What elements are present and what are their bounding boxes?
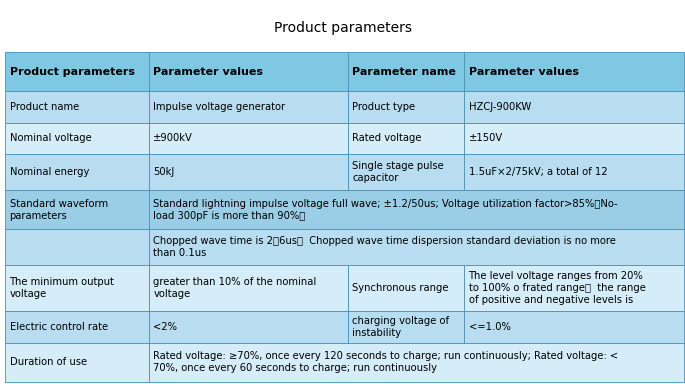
- Text: Product parameters: Product parameters: [10, 66, 134, 76]
- Text: ±900kV: ±900kV: [153, 133, 193, 143]
- Text: Single stage pulse
capacitor: Single stage pulse capacitor: [352, 161, 444, 183]
- Text: greater than 10% of the nominal
voltage: greater than 10% of the nominal voltage: [153, 277, 316, 300]
- Text: ±150V: ±150V: [469, 133, 503, 143]
- Bar: [348, 91, 464, 122]
- Text: Parameter values: Parameter values: [153, 66, 264, 76]
- Text: Synchronous range: Synchronous range: [352, 283, 449, 293]
- Bar: [464, 122, 684, 154]
- Text: Impulse voltage generator: Impulse voltage generator: [153, 102, 286, 112]
- Bar: [464, 91, 684, 122]
- Text: Parameter values: Parameter values: [469, 66, 579, 76]
- Bar: [149, 52, 348, 91]
- Text: 1.5uF×2/75kV; a total of 12: 1.5uF×2/75kV; a total of 12: [469, 167, 607, 177]
- Bar: [149, 91, 348, 122]
- Bar: [464, 311, 684, 343]
- Text: Electric control rate: Electric control rate: [10, 322, 108, 332]
- Bar: [464, 154, 684, 190]
- Bar: [149, 229, 684, 265]
- Text: Nominal energy: Nominal energy: [10, 167, 89, 177]
- Text: Product name: Product name: [10, 102, 79, 112]
- Bar: [149, 190, 684, 229]
- Text: Chopped wave time is 2～6us；  Chopped wave time dispersion standard deviation is : Chopped wave time is 2～6us； Chopped wave…: [153, 236, 616, 258]
- Bar: [5, 229, 149, 265]
- Text: Rated voltage: Rated voltage: [352, 133, 421, 143]
- Bar: [149, 122, 348, 154]
- Bar: [5, 91, 149, 122]
- Text: Product parameters: Product parameters: [273, 21, 412, 35]
- Bar: [348, 311, 464, 343]
- Bar: [5, 343, 149, 382]
- Text: HZCJ-900KW: HZCJ-900KW: [469, 102, 531, 112]
- Text: Nominal voltage: Nominal voltage: [10, 133, 91, 143]
- Text: Standard lightning impulse voltage full wave; ±1.2/50us; Voltage utilization fac: Standard lightning impulse voltage full …: [153, 199, 618, 221]
- Text: Standard waveform
parameters: Standard waveform parameters: [10, 199, 108, 221]
- Text: <=1.0%: <=1.0%: [469, 322, 510, 332]
- Bar: [464, 265, 684, 311]
- Text: Product type: Product type: [352, 102, 415, 112]
- Bar: [5, 52, 149, 91]
- Bar: [5, 190, 149, 229]
- Bar: [5, 122, 149, 154]
- Bar: [149, 265, 348, 311]
- Text: charging voltage of
instability: charging voltage of instability: [352, 316, 449, 338]
- Bar: [348, 52, 464, 91]
- Bar: [149, 154, 348, 190]
- Text: <2%: <2%: [153, 322, 177, 332]
- Bar: [5, 265, 149, 311]
- Bar: [149, 343, 684, 382]
- Text: Parameter name: Parameter name: [352, 66, 456, 76]
- Bar: [5, 311, 149, 343]
- Text: Duration of use: Duration of use: [10, 358, 87, 367]
- Text: Rated voltage: ≥70%, once every 120 seconds to charge; run continuously; Rated v: Rated voltage: ≥70%, once every 120 seco…: [153, 351, 619, 373]
- Bar: [149, 311, 348, 343]
- Bar: [348, 122, 464, 154]
- Bar: [348, 154, 464, 190]
- Bar: [348, 265, 464, 311]
- Bar: [464, 52, 684, 91]
- Bar: [5, 154, 149, 190]
- Text: 50kJ: 50kJ: [153, 167, 175, 177]
- Text: The level voltage ranges from 20%
to 100% o frated range；  the range
of positive: The level voltage ranges from 20% to 100…: [469, 271, 645, 305]
- Text: The minimum output
voltage: The minimum output voltage: [10, 277, 114, 300]
